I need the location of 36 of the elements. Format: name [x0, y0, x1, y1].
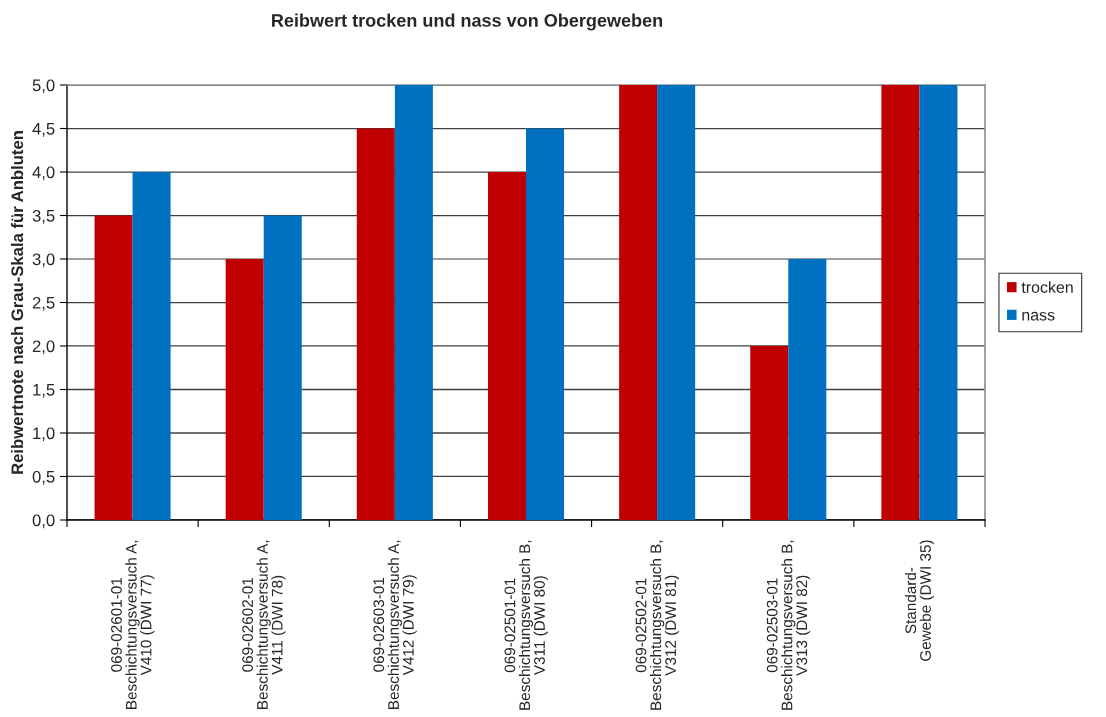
y-tick-label: 2,0	[32, 340, 55, 355]
bar	[356, 128, 395, 520]
bar	[750, 346, 789, 520]
bar	[619, 85, 658, 520]
bar	[94, 215, 133, 520]
x-tick-label: 069-02601-01 Beschichtungsversuch A, V410 (DWI 77)	[111, 540, 155, 709]
bar	[487, 172, 526, 520]
bar	[881, 85, 920, 520]
bar	[919, 85, 958, 520]
bar	[657, 85, 696, 520]
x-tick-label: 069-02602-01 Beschichtungsversuch A, V411 (DWI 78)	[242, 540, 286, 709]
bar	[394, 85, 433, 520]
y-tick-label: 3,0	[32, 253, 55, 268]
x-tick-label: 069-02501-01 Beschichtungsversuch B, V311 (DWI 80)	[504, 540, 548, 710]
legend-label: trocken	[1021, 281, 1073, 293]
y-tick-label: 3,5	[32, 209, 55, 224]
y-tick-label: 5,0	[32, 79, 55, 94]
x-tick-label: Standard- Gewebe (DWI 35)	[904, 540, 934, 661]
y-tick-label: 0,5	[32, 470, 55, 485]
chart-title: Reibwert trocken und nass von Obergeweben	[272, 13, 663, 31]
bar	[132, 172, 171, 520]
x-tick-label: 069-02502-01 Beschichtungsversuch B, V312 (DWI 81)	[635, 540, 680, 710]
y-axis-title: Reibwertnote nach Grau-Skala für Anbluten	[10, 131, 24, 474]
y-tick-label: 4,0	[32, 166, 55, 181]
y-tick-label: 1,5	[33, 384, 55, 398]
x-tick-label: 069-02603-01 Beschichtungsversuch A, V412 (DWI 79)	[373, 540, 417, 709]
bar	[263, 215, 302, 520]
y-tick-label: 1,0	[33, 427, 55, 442]
y-tick-label: 0,0	[32, 514, 55, 529]
x-tick-label: 069-02503-01 Beschichtungsversuch B, V313 (DWI 82)	[766, 540, 811, 710]
y-tick-label: 4,5	[32, 123, 55, 137]
legend-label: nass	[1022, 311, 1055, 321]
bar	[788, 259, 827, 520]
bar	[225, 259, 264, 520]
bar	[526, 128, 565, 520]
y-tick-label: 2,5	[32, 296, 55, 311]
